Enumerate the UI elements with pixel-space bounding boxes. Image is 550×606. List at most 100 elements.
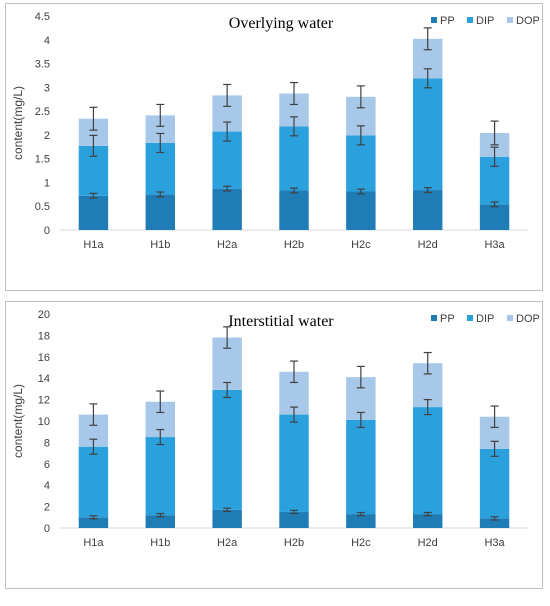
bar-pp-h2a [212,509,242,528]
error-bar-dip-h2b [290,116,298,137]
bar-pp-h2d [413,190,443,230]
y-tick-label: 4.5 [35,11,50,23]
x-tick-label: H3a [484,537,505,549]
y-tick-label: 2.5 [35,106,50,118]
error-bar-dop-h2a [223,326,232,349]
legend-label-dip: DIP [476,313,494,325]
bar-dip-h2a [212,389,242,510]
error-bar-pp-h3a [490,516,499,521]
legend-label-dop: DOP [516,15,540,27]
bar-dip-h2b [279,126,309,191]
y-tick-label: 20 [38,309,50,321]
bar-pp-h1a [78,195,109,230]
x-tick-label: H1a [83,239,104,251]
bar-pp-h1b [145,515,175,528]
x-tick-label: H2a [217,537,238,549]
error-bar-dip-h1a [89,438,98,455]
y-tick-label: 4 [44,35,50,47]
error-bar-dip-h2b [290,406,298,423]
y-tick-label: 4 [44,480,50,492]
error-bar-dip-h1a [89,134,98,157]
error-bar-pp-h2b [290,509,298,515]
error-bar-pp-h2a [223,185,232,192]
bar-dip-h2c [346,419,376,515]
x-tick-label: H2c [351,537,371,549]
error-bar-dop-h2b [290,81,298,106]
error-bar-pp-h2c [356,188,365,195]
y-tick-label: 10 [38,416,50,428]
x-tick-label: H2c [351,239,371,251]
bar-pp-h3a [479,204,510,230]
bar-dip-h2d [413,407,443,515]
chart-title: Interstitial water [228,313,334,330]
legend-label-dop: DOP [516,313,540,325]
y-tick-label: 2 [44,130,50,142]
error-bar-dop-h2a [223,83,232,107]
error-bar-dip-h2a [223,121,232,142]
bar-pp-h2b [279,190,309,230]
error-bar-dip-h1b [156,132,165,154]
error-bar-pp-h3a [490,201,499,208]
chart-overlying-water: Overlying water content(mg/L) 0 0.5 1 1.5 2 2.5… [11,11,540,251]
y-tick-label: 16 [38,352,50,364]
legend-swatch-dop [507,315,513,321]
x-tick-label: H2b [284,239,304,251]
error-bar-pp-h1a [89,515,98,520]
error-bar-pp-h1a [89,192,98,199]
legend-swatch-dop [507,17,513,23]
y-tick-label: 0 [44,225,50,237]
y-tick-label: 1 [44,177,50,189]
error-bar-dop-h1b [156,390,165,414]
chart-interstitial-water: Interstitial water content(mg/L) 0 2 4 6 8 10 12… [11,309,540,549]
chart-panel-overlying-water: Overlying water content(mg/L) 0 0.5 1 1.5 2 2.5… [5,3,543,291]
y-tick-label: 14 [38,373,50,385]
x-tick-label: H2d [418,239,438,251]
error-bar-dip-h3a [490,440,499,457]
bar-pp-h2c [346,514,376,528]
x-tick-label: H1b [150,239,170,251]
x-tick-label: H1b [150,537,170,549]
y-tick-label: 18 [38,330,50,342]
error-bar-dip-h2d [423,68,432,89]
error-bar-pp-h2a [223,507,232,513]
error-bar-dip-h2c [356,125,365,146]
error-bar-dop-h3a [490,405,499,429]
x-tick-label: H2a [217,239,238,251]
error-bar-dop-h3a [490,120,499,146]
error-bar-pp-h1b [156,512,165,518]
legend-swatch-pp [431,315,437,321]
error-bar-dip-h2c [356,411,365,429]
bar-pp-h2a [212,188,242,230]
bar-dip-h1b [145,437,175,516]
y-axis-label: content(mg/L) [11,384,25,458]
bar-pp-h2c [346,191,376,230]
x-tick-label: H2b [284,537,304,549]
error-bar-dip-h1b [156,428,165,446]
error-bar-dop-h2b [290,360,298,384]
bar-pp-h1a [78,517,109,528]
bar-dip-h2b [279,414,309,512]
legend-swatch-dip [467,315,473,321]
y-tick-label: 3.5 [35,59,50,71]
error-bar-dip-h3a [490,146,499,167]
bar-pp-h1b [145,194,175,230]
legend-label-pp: PP [440,313,455,325]
y-tick-label: 1.5 [35,154,50,166]
error-bar-dop-h2d [423,27,432,51]
y-tick-label: 3 [44,82,50,94]
bar-pp-h2d [413,514,443,528]
x-tick-label: H1a [83,537,104,549]
bar-dip-h2d [413,78,443,191]
bar-pp-h3a [479,518,510,528]
legend-label-pp: PP [440,15,455,27]
legend-label-dip: DIP [476,15,494,27]
bar-dip-h1a [78,446,109,518]
x-tick-label: H3a [484,239,505,251]
error-bar-pp-h2d [423,187,432,194]
legend-swatch-dip [467,17,473,23]
y-axis-label: content(mg/L) [11,86,25,160]
error-bar-dop-h1a [89,106,98,131]
y-tick-label: 0 [44,523,50,535]
error-bar-dop-h2d [423,351,432,375]
error-bar-pp-h1b [156,191,165,198]
